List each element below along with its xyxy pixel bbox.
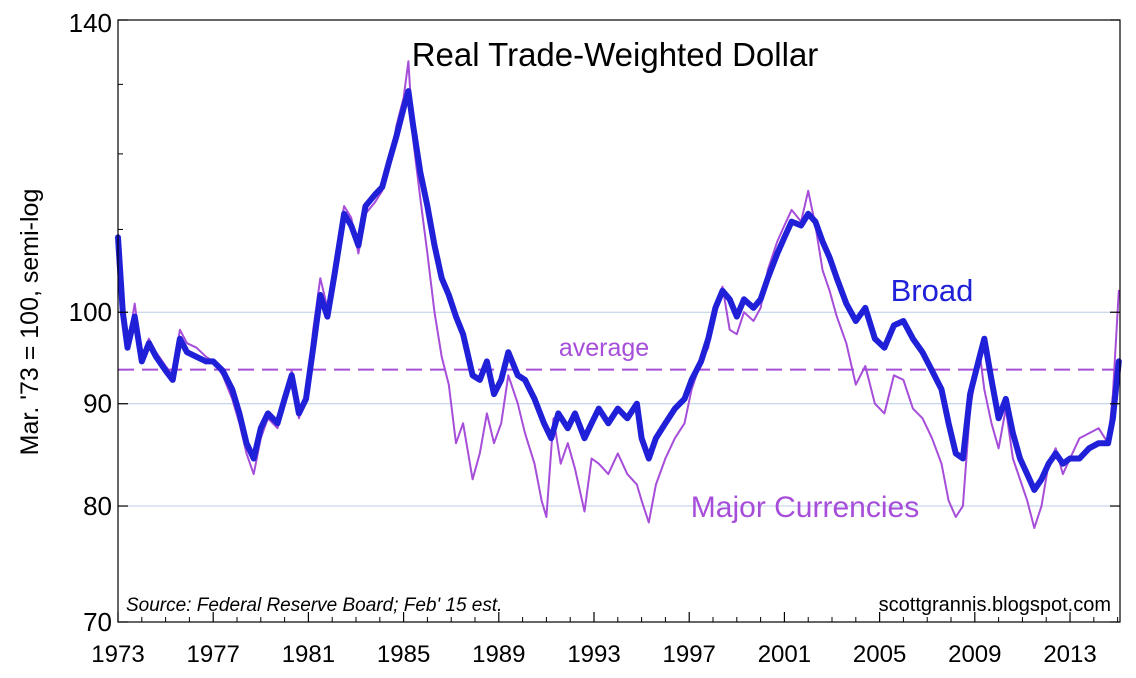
- watermark: scottgrannis.blogspot.com: [879, 594, 1111, 616]
- average-label: average: [559, 334, 649, 362]
- x-tick-label: 2001: [758, 641, 811, 668]
- x-tick-label: 1993: [567, 641, 620, 668]
- y-tick-label: 140: [69, 8, 112, 38]
- chart-title: Real Trade-Weighted Dollar: [412, 36, 819, 73]
- y-axis-ticks: 70 80 90 100 140: [69, 8, 1120, 637]
- y-tick-label: 70: [83, 607, 112, 637]
- series-group: [115, 60, 1122, 529]
- x-tick-label: 1977: [187, 641, 240, 668]
- x-axis-ticks: 1973 1977 1981 1985 1989 1993 1997 2001 2005 2009…: [91, 612, 1119, 668]
- series-line-broad: [115, 88, 1122, 493]
- x-tick-label: 2013: [1043, 641, 1096, 668]
- legend-major-currencies: Major Currencies: [691, 491, 919, 524]
- x-tick-label: 1989: [472, 641, 525, 668]
- y-axis-label: Mar. '73 = 100, semi-log: [16, 189, 44, 456]
- x-tick-label: 1973: [91, 641, 144, 668]
- source-note: Source: Federal Reserve Board; Feb' 15 e…: [126, 595, 502, 616]
- x-tick-label: 1981: [282, 641, 335, 668]
- x-tick-label: 1985: [377, 641, 430, 668]
- x-tick-label: 2005: [853, 641, 906, 668]
- plot-frame: [117, 19, 1121, 623]
- y-tick-label: 100: [69, 297, 112, 327]
- x-tick-label: 2009: [948, 641, 1001, 668]
- y-tick-label: 80: [83, 491, 112, 521]
- legend-broad: Broad: [891, 273, 974, 308]
- x-tick-label: 1997: [663, 641, 716, 668]
- y-tick-label: 90: [83, 389, 112, 419]
